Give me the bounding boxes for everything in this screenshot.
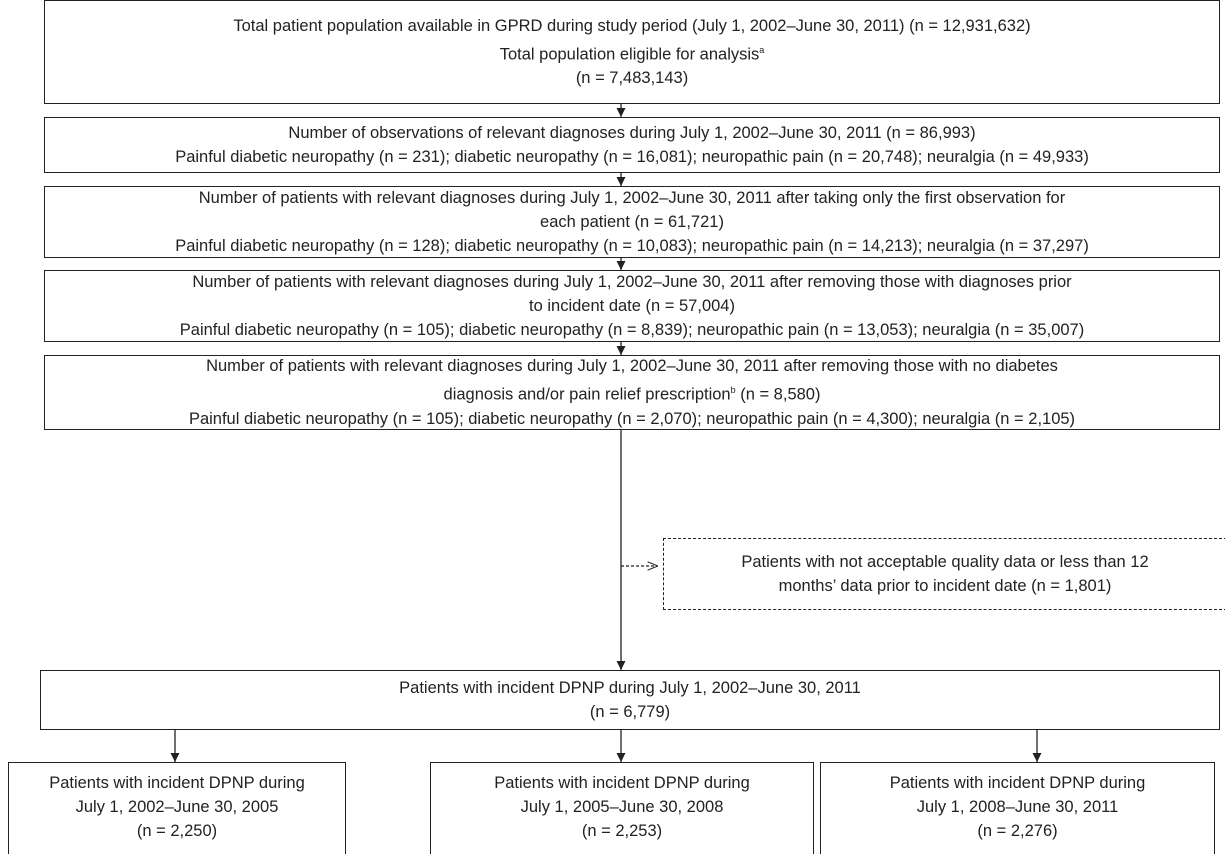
- box: Patients with incident DPNP during July 1…: [8, 762, 346, 854]
- text-line: Patients with incident DPNP during: [494, 774, 750, 792]
- text-line: each patient (n = 61,721): [540, 213, 724, 231]
- text-line: Patients with incident DPNP during July …: [399, 679, 861, 697]
- text-line: (n = 6,779): [589, 703, 671, 721]
- box: Number of patients with relevant diagnos…: [44, 270, 1220, 342]
- text-line: Painful diabetic neuropathy (n = 128); d…: [175, 237, 1089, 255]
- box: Patients with incident DPNP during July 1…: [430, 762, 814, 854]
- text-line: Painful diabetic neuropathy (n = 105); d…: [179, 321, 1085, 339]
- text-line: (n = 2,253): [581, 822, 663, 840]
- text-line: Painful diabetic neuropathy (n = 231); d…: [175, 148, 1089, 166]
- box: Number of observations of relevant diagn…: [44, 117, 1220, 173]
- box: Number of patients with relevant diagnos…: [44, 186, 1220, 258]
- text-line: to incident date (n = 57,004): [529, 297, 735, 315]
- box: Number of patients with relevant diagnos…: [44, 355, 1220, 430]
- arrows: [170, 104, 1042, 762]
- dashed-box: Patients with not acceptable quality dat…: [663, 538, 1225, 610]
- footnote-mark: b: [730, 385, 736, 396]
- text-line: months’ data prior to incident date (n =…: [778, 577, 1112, 595]
- text-line: Number of patients with relevant diagnos…: [192, 273, 1072, 291]
- box: Patients with incident DPNP during July 1…: [820, 762, 1215, 854]
- text-line: Total population eligible for analysisa: [45, 38, 1219, 67]
- text-line: Painful diabetic neuropathy (n = 105); d…: [188, 409, 1076, 428]
- text-line: Patients with incident DPNP during: [49, 774, 305, 792]
- text: diagnosis and/or pain relief prescriptio…: [443, 385, 731, 404]
- text-line: Number of observations of relevant diagn…: [288, 124, 976, 142]
- text-line: Patients with incident DPNP during: [889, 774, 1146, 792]
- text-line: diagnosis and/or pain relief prescriptio…: [45, 378, 1219, 407]
- text-line: (n = 2,276): [977, 822, 1058, 840]
- text-line: Total patient population available in GP…: [233, 16, 1031, 35]
- box: Patients with incident DPNP during July …: [40, 670, 1220, 730]
- text-line: July 1, 2002–June 30, 2005: [75, 798, 279, 816]
- text: Total population eligible for analysis: [499, 45, 760, 64]
- text-line: Patients with not acceptable quality dat…: [741, 553, 1149, 571]
- text: (n = 8,580): [735, 385, 821, 404]
- text-line: Number of patients with relevant diagnos…: [206, 357, 1058, 376]
- text-line: (n = 2,250): [136, 822, 218, 840]
- text-line: (n = 7,483,143): [575, 69, 689, 88]
- text-line: July 1, 2005–June 30, 2008: [520, 798, 724, 816]
- text-line: July 1, 2008–June 30, 2011: [916, 798, 1119, 816]
- text-line: Number of patients with relevant diagnos…: [198, 189, 1066, 207]
- box: Total patient population available in GP…: [44, 0, 1220, 104]
- footnote-mark: a: [759, 44, 765, 55]
